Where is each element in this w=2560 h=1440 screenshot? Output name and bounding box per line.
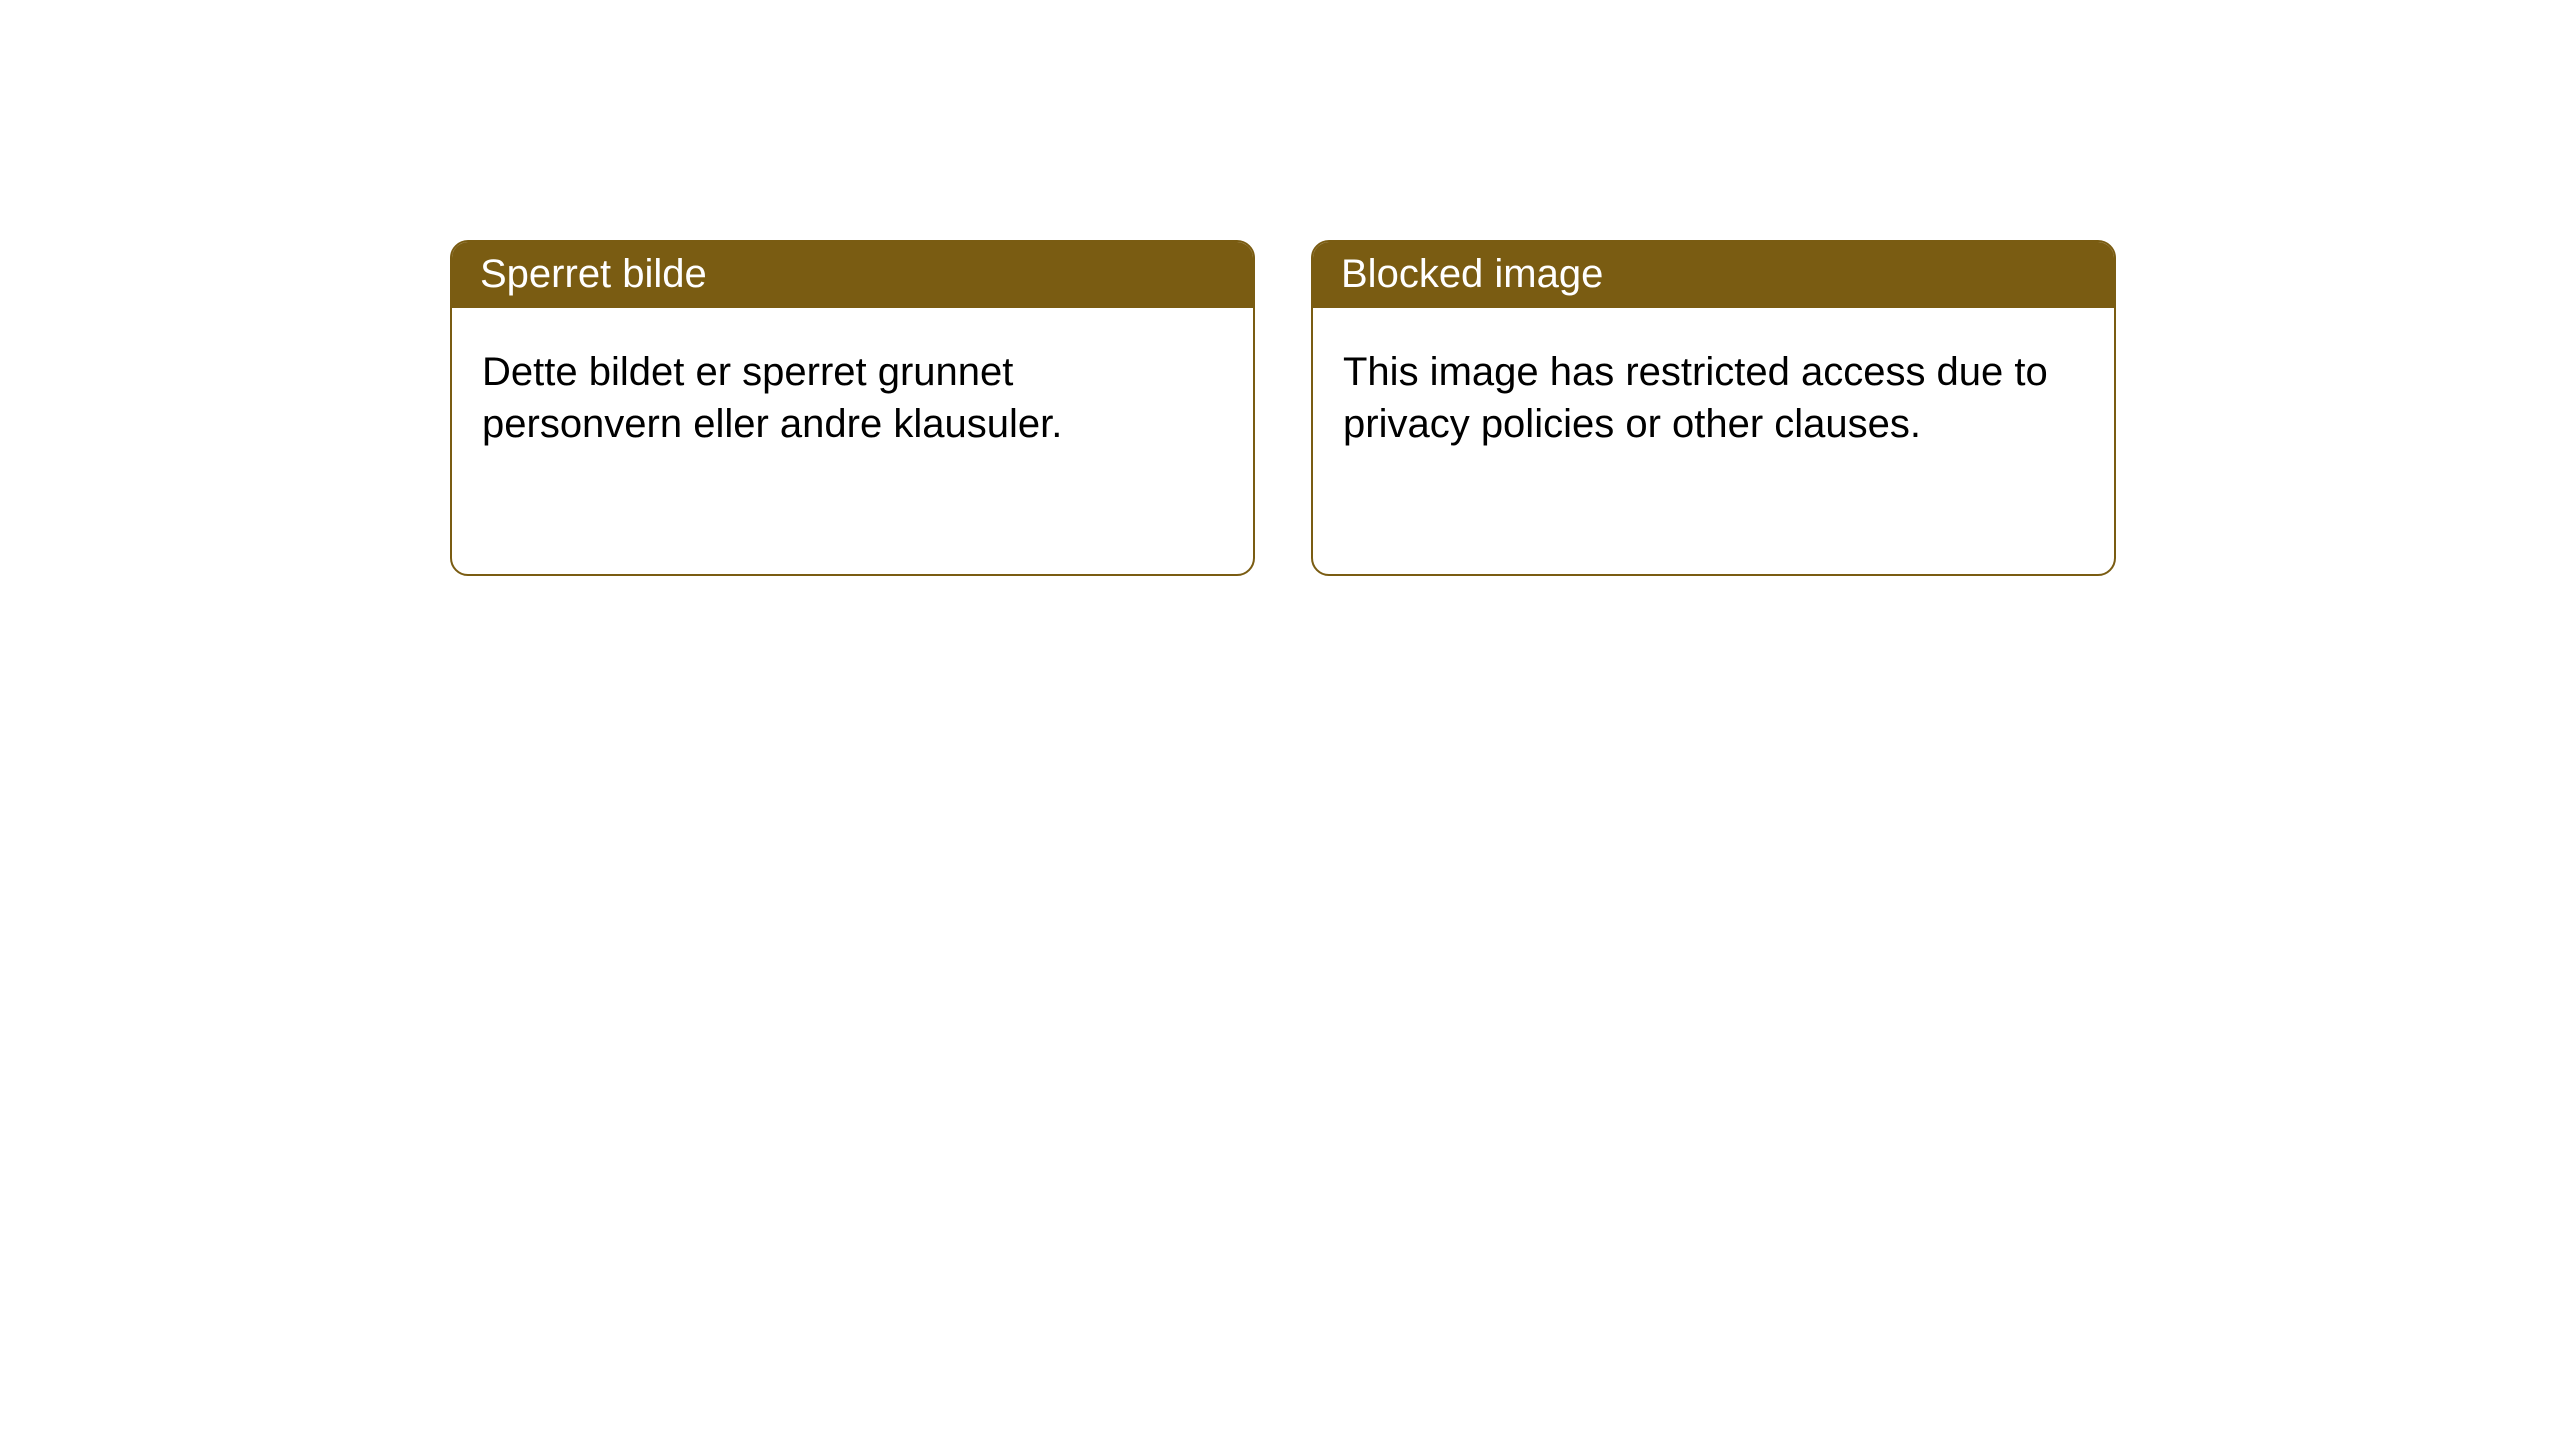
notice-title: Sperret bilde bbox=[480, 252, 707, 296]
notice-header-norwegian: Sperret bilde bbox=[452, 242, 1253, 308]
notice-body-english: This image has restricted access due to … bbox=[1313, 308, 2114, 480]
notice-text: This image has restricted access due to … bbox=[1343, 350, 2048, 446]
notice-container: Sperret bilde Dette bildet er sperret gr… bbox=[0, 0, 2560, 576]
notice-body-norwegian: Dette bildet er sperret grunnet personve… bbox=[452, 308, 1253, 480]
notice-text: Dette bildet er sperret grunnet personve… bbox=[482, 350, 1062, 446]
notice-title: Blocked image bbox=[1341, 252, 1603, 296]
notice-header-english: Blocked image bbox=[1313, 242, 2114, 308]
notice-card-norwegian: Sperret bilde Dette bildet er sperret gr… bbox=[450, 240, 1255, 576]
notice-card-english: Blocked image This image has restricted … bbox=[1311, 240, 2116, 576]
